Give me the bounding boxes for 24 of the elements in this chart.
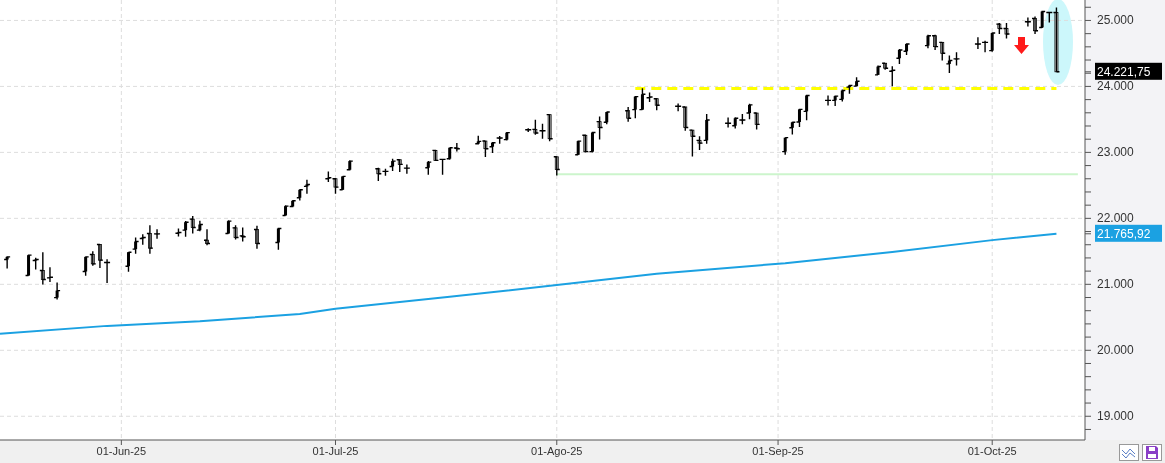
x-tick-label: 01-Jul-25 (312, 444, 359, 457)
candlestick (1054, 6, 1059, 73)
y-tick-label: 24.221,75 (1097, 64, 1151, 79)
candlestick (333, 177, 338, 195)
y-tick-label: 22.000 (1097, 211, 1135, 226)
candlestick (483, 140, 488, 158)
candlestick (754, 112, 759, 131)
y-tick-label: 24.000 (1097, 79, 1135, 94)
y-tick-label: 20.000 (1097, 343, 1135, 358)
candlestick (233, 224, 238, 241)
y-tick-label: 21.765,92 (1097, 226, 1151, 241)
candlestick (597, 115, 602, 141)
x-tick-label: 01-Ago-25 (531, 444, 583, 457)
x-tick-label: 01-Sep-25 (752, 444, 804, 457)
candlestick (433, 149, 438, 162)
y-tick-label: 25.000 (1097, 13, 1135, 28)
x-tick-label: 01-Oct-25 (967, 444, 1017, 457)
y-tick-label: 21.000 (1097, 277, 1135, 292)
y-tick-label: 19.000 (1097, 409, 1135, 424)
candlestick (1004, 22, 1009, 40)
line-series (0, 232, 1058, 335)
x-tick-label: 01-Jun-25 (96, 444, 147, 457)
y-tick-label: 23.000 (1097, 145, 1135, 160)
candlestick (690, 129, 695, 158)
